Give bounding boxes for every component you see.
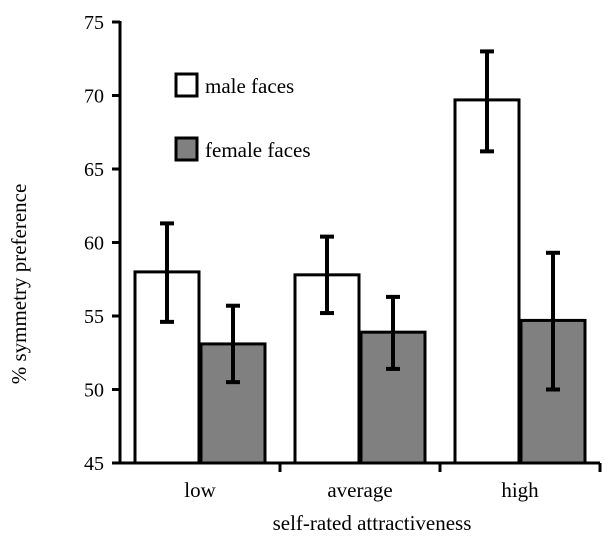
legend-swatch-female xyxy=(174,136,199,162)
y-tick-label: 45 xyxy=(84,453,104,475)
y-axis-title: % symmetry preference xyxy=(7,184,31,385)
y-tick-label: 65 xyxy=(84,159,104,181)
legend-swatch-male xyxy=(174,72,199,98)
y-tick-label: 70 xyxy=(84,86,104,108)
bar-male-faces xyxy=(453,98,521,465)
legend-label-male: male faces xyxy=(205,74,294,98)
x-axis-title: self-rated attractiveness xyxy=(273,511,472,535)
error-bars-layer xyxy=(160,49,560,392)
y-ticks: 45 50 55 60 65 70 75 xyxy=(84,12,120,475)
legend-label-female: female faces xyxy=(205,138,311,162)
bar-female-faces xyxy=(359,330,427,465)
y-tick-label: 55 xyxy=(84,306,104,328)
x-category-label: low xyxy=(184,478,216,502)
y-tick-label: 50 xyxy=(84,380,104,402)
legend: male faces female faces xyxy=(174,72,311,162)
x-category-label: average xyxy=(327,478,392,502)
x-category-label: high xyxy=(501,478,539,502)
y-tick-label: 75 xyxy=(84,12,104,34)
y-tick-label: 60 xyxy=(84,233,104,255)
x-ticks: low average high xyxy=(184,463,602,502)
bars-layer xyxy=(133,98,587,465)
